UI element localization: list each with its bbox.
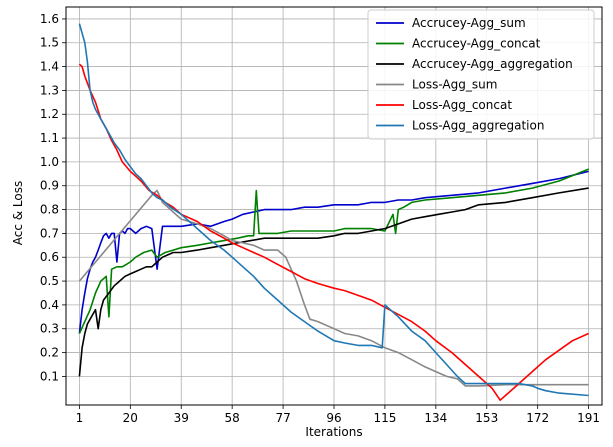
legend-box (367, 9, 595, 140)
x-tick-label: 77 (275, 411, 290, 425)
series-lines (78, 23, 589, 402)
x-tick-label: 153 (475, 411, 498, 425)
series-line-6 (78, 23, 589, 397)
x-axis-label: Iterations (305, 425, 362, 439)
x-tick-label: 96 (326, 411, 341, 425)
y-tick-label: 0.4 (40, 298, 59, 312)
series-line-1 (78, 170, 589, 334)
y-tick-label: 0.5 (40, 274, 59, 288)
y-tick-label: 0.2 (40, 346, 59, 360)
x-tick-label: 134 (424, 411, 447, 425)
plot-frame (65, 6, 603, 406)
y-tick-label: 1.2 (40, 107, 59, 121)
series-line-4 (78, 189, 589, 387)
legend-label: Loss-Agg_aggregation (412, 119, 544, 133)
series-line-5 (78, 63, 589, 402)
y-tick-label: 0.6 (40, 250, 59, 264)
x-tick-label: 39 (174, 411, 189, 425)
y-axis-label: Acc & Loss (11, 181, 25, 246)
x-tick-label: 115 (373, 411, 396, 425)
axes: 1 20 39 58 77 96 115 134 153 172 191 0.1 0.2 0.3 0.4 0.… (40, 6, 603, 425)
y-tick-label: 0.1 (40, 369, 59, 383)
legend: Accrucey-Agg_sum Accrucey-Agg_concat Accru… (367, 9, 595, 140)
y-tick-label: 1.0 (40, 155, 59, 169)
x-tick-label: 191 (577, 411, 600, 425)
series-line-2 (78, 168, 589, 334)
y-tick-label: 1.5 (40, 36, 59, 50)
y-tick-label: 1.1 (40, 131, 59, 145)
series-line-3 (78, 187, 589, 377)
legend-label: Loss-Agg_sum (412, 78, 497, 92)
legend-label: Accrucey-Agg_concat (412, 37, 541, 51)
y-tick-label: 0.7 (40, 226, 59, 240)
legend-label: Accrucey-Agg_sum (412, 16, 526, 30)
y-tick-label: 1.4 (40, 60, 59, 74)
y-tick-label: 1.6 (40, 12, 59, 26)
x-tick-label: 58 (225, 411, 240, 425)
x-tick-label: 1 (76, 411, 84, 425)
legend-label: Accrucey-Agg_aggregation (412, 57, 573, 71)
legend-label: Loss-Agg_concat (412, 98, 512, 112)
x-tick-label: 172 (526, 411, 549, 425)
y-tick-label: 0.3 (40, 322, 59, 336)
y-tick-label: 0.8 (40, 203, 59, 217)
y-tick-label: 0.9 (40, 179, 59, 193)
x-tick-label: 20 (123, 411, 138, 425)
y-tick-label: 1.3 (40, 83, 59, 97)
